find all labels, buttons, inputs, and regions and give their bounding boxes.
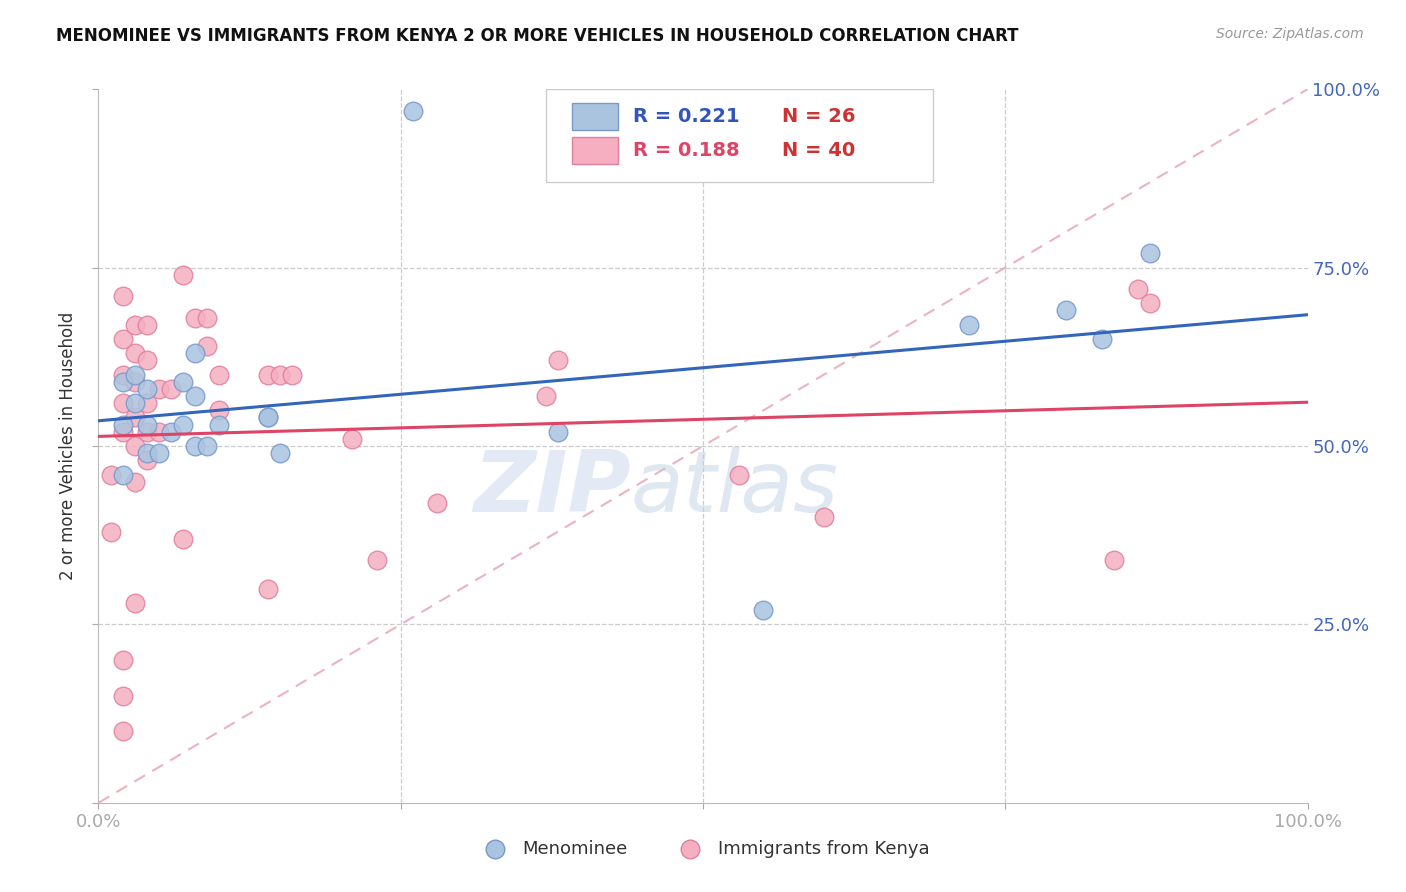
Point [124,596,146,610]
Point [111,417,134,432]
Point [111,467,134,482]
Point [256,368,278,382]
Point [366,553,388,567]
Point [184,389,207,403]
Point [124,439,146,453]
Point [1102,553,1125,567]
Point [124,396,146,410]
Point [195,439,218,453]
Point [148,446,170,460]
Point [135,353,157,368]
Point [111,724,134,739]
Point [184,310,207,325]
Point [172,532,194,546]
Point [111,425,134,439]
Point [208,417,231,432]
Y-axis label: 2 or more Vehicles in Household: 2 or more Vehicles in Household [59,312,77,580]
Point [172,375,194,389]
Text: ZIP: ZIP [472,447,630,531]
Text: MENOMINEE VS IMMIGRANTS FROM KENYA 2 OR MORE VEHICLES IN HOUSEHOLD CORRELATION C: MENOMINEE VS IMMIGRANTS FROM KENYA 2 OR … [56,27,1019,45]
Point [426,496,449,510]
Point [111,332,134,346]
Point [135,425,157,439]
Point [100,524,122,539]
Point [135,382,157,396]
Bar [572,137,619,164]
Point [111,375,134,389]
Point [547,353,569,368]
Point [160,382,183,396]
Point [208,368,231,382]
Text: R = 0.188: R = 0.188 [633,141,740,160]
Point [135,453,157,467]
Point [256,410,278,425]
Text: Source: ZipAtlas.com: Source: ZipAtlas.com [1216,27,1364,41]
Point [728,467,751,482]
Point [1139,296,1161,310]
Point [172,417,194,432]
Point [1139,246,1161,260]
Text: atlas: atlas [630,447,838,531]
Point [269,368,291,382]
Point [135,446,157,460]
Point [135,396,157,410]
Point [124,375,146,389]
Point [124,318,146,332]
Point [111,368,134,382]
Point [1054,303,1077,318]
Point [208,403,231,417]
Point [281,368,304,382]
Point [342,432,364,446]
Point [547,425,569,439]
Point [172,268,194,282]
Point [124,475,146,489]
Point [269,446,291,460]
Text: N = 40: N = 40 [782,141,855,160]
Point [402,103,425,118]
Point [160,425,183,439]
Point [1091,332,1114,346]
Point [752,603,775,617]
Legend: Menominee, Immigrants from Kenya: Menominee, Immigrants from Kenya [470,833,936,865]
Point [184,346,207,360]
Point [111,653,134,667]
Point [256,410,278,425]
Point [1128,282,1150,296]
Point [124,346,146,360]
Point [195,310,218,325]
Point [111,689,134,703]
Point [184,439,207,453]
Point [195,339,218,353]
Point [111,396,134,410]
Point [135,417,157,432]
Point [111,289,134,303]
Point [124,410,146,425]
Bar [572,103,619,130]
Point [534,389,557,403]
Point [135,318,157,332]
Point [813,510,835,524]
Text: N = 26: N = 26 [782,107,855,126]
Point [124,368,146,382]
Point [148,425,170,439]
Point [100,467,122,482]
Text: R = 0.221: R = 0.221 [633,107,740,126]
Point [957,318,980,332]
Point [256,582,278,596]
FancyBboxPatch shape [546,89,932,182]
Point [148,382,170,396]
